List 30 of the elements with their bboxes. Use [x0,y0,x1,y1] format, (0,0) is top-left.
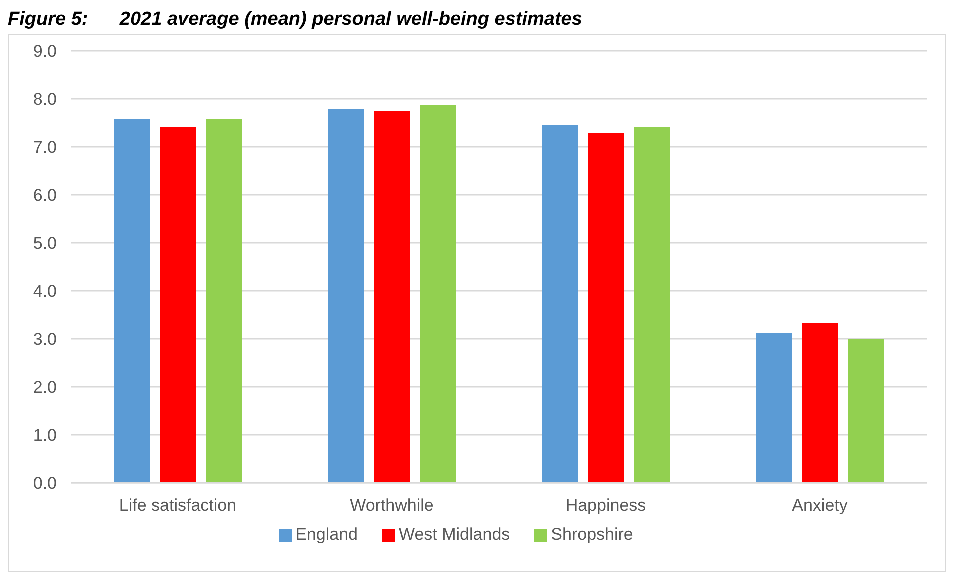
bar [802,323,838,483]
legend-label: England [296,525,358,544]
legend-label: West Midlands [398,525,510,544]
y-tick-label: 6.0 [33,186,57,206]
chart-title: Figure 5: 2021 average (mean) personal well-being estimates [8,8,582,32]
bar [588,133,624,483]
bar [848,339,884,483]
x-tick-label: Life satisfaction [119,496,237,516]
y-tick-label: 8.0 [33,90,57,110]
y-tick-label: 5.0 [33,234,57,254]
bar [374,111,410,483]
bar [542,125,578,483]
legend-label: Shropshire [551,525,634,544]
y-tick-label: 0.0 [33,474,57,494]
bar [206,119,242,483]
x-tick-label: Happiness [566,496,646,516]
y-tick-label: 9.0 [33,42,57,62]
bar [160,127,196,483]
y-tick-label: 4.0 [33,282,57,302]
bar [328,109,364,483]
y-tick-label: 2.0 [33,378,57,398]
bar [420,105,456,483]
y-tick-label: 3.0 [33,330,57,350]
bar [756,333,792,483]
y-tick-label: 7.0 [33,138,57,158]
x-tick-label: Anxiety [792,496,848,516]
bar [634,127,670,483]
bar [114,119,150,483]
x-tick-label: Worthwhile [350,496,434,516]
y-tick-label: 1.0 [33,426,57,446]
